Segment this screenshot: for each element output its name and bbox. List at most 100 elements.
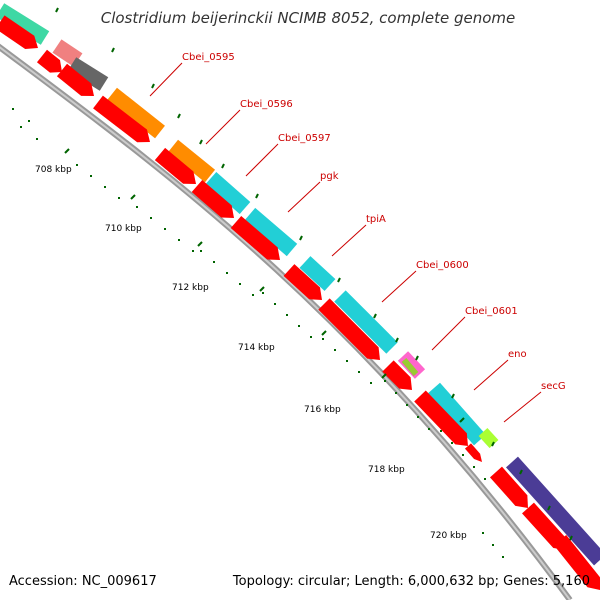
scale-dot <box>384 380 386 382</box>
gene-leader-line <box>245 143 279 177</box>
cds-arrow-13 <box>490 466 529 509</box>
outer-tick <box>373 313 377 319</box>
forward-gene-tpia <box>299 256 336 291</box>
outer-tick <box>395 337 399 343</box>
scale-dot <box>274 303 276 305</box>
scale-dot <box>164 228 166 230</box>
scale-dot <box>462 454 464 456</box>
outer-tick <box>111 47 115 53</box>
scale-dot <box>484 478 486 480</box>
gene-label: pgk <box>320 171 339 182</box>
gene-leader-line <box>503 391 542 423</box>
cds-arrow-8 <box>283 264 322 300</box>
accession-text: Accession: NC_009617 <box>9 574 157 589</box>
kbp-major-tick <box>459 417 465 423</box>
kbp-label: 712 kbp <box>172 283 209 293</box>
forward-gene-cbei-0600 <box>334 290 398 354</box>
outer-tick <box>299 235 303 241</box>
scale-dot <box>492 544 494 546</box>
genome-backbone-highlight <box>0 46 571 600</box>
scale-dot <box>286 314 288 316</box>
scale-dot <box>239 283 241 285</box>
gene-label: Cbei_0597 <box>278 133 331 144</box>
cds-arrow-9 <box>318 298 381 361</box>
gene-label: Cbei_0600 <box>416 260 469 271</box>
outer-tick <box>337 277 341 283</box>
outer-tick <box>255 193 259 199</box>
genome-backbone <box>0 43 573 600</box>
outer-tick <box>547 505 551 511</box>
cds-arrow-4 <box>93 95 151 143</box>
scale-dot <box>346 360 348 362</box>
scale-dot <box>440 430 442 432</box>
kbp-label: 714 kbp <box>238 343 275 353</box>
outer-tick <box>55 7 59 13</box>
scale-dot <box>451 442 453 444</box>
cds-arrow-2 <box>37 49 63 73</box>
kbp-major-tick <box>64 148 70 154</box>
scale-dot <box>20 126 22 128</box>
scale-dot <box>334 349 336 351</box>
scale-dot <box>104 186 106 188</box>
scale-dot <box>150 217 152 219</box>
gene-leader-line <box>331 224 367 257</box>
genome-summary-text: Topology: circular; Length: 6,000,632 bp… <box>232 574 590 589</box>
scale-dot <box>192 250 194 252</box>
scale-dot <box>136 206 138 208</box>
feature-layer <box>0 3 600 590</box>
scale-dot <box>36 138 38 140</box>
scale-dot <box>428 428 430 430</box>
kbp-label: 710 kbp <box>105 224 142 234</box>
cds-arrow-1 <box>0 15 39 49</box>
cds-arrow-7 <box>230 215 281 261</box>
outer-tick <box>177 113 181 119</box>
gene-label: tpiA <box>366 214 386 225</box>
cds-arrow-6 <box>191 179 235 219</box>
scale-dot <box>118 197 120 199</box>
kbp-major-tick <box>130 194 136 200</box>
outer-tick <box>491 441 495 447</box>
forward-gene-pgk <box>244 207 298 257</box>
outer-tick <box>151 83 155 89</box>
scale-dot <box>298 325 300 327</box>
scale-dot <box>200 250 202 252</box>
gene-label: secG <box>541 381 566 392</box>
cds-arrow-12 <box>464 443 483 463</box>
scale-dot <box>28 120 30 122</box>
scale-dot <box>370 382 372 384</box>
scale-dot <box>12 108 14 110</box>
scale-dot <box>502 556 504 558</box>
gene-label: Cbei_0596 <box>240 99 293 110</box>
outer-tick <box>569 535 573 541</box>
scale-dot <box>406 404 408 406</box>
cds-arrow-3 <box>56 63 95 97</box>
kbp-label: 720 kbp <box>430 531 467 541</box>
map-title: Clostridium beijerinckii NCIMB 8052, com… <box>101 9 516 27</box>
scale-dot <box>262 292 264 294</box>
kbp-major-tick <box>259 286 265 292</box>
forward-gene-cbei-0601-b <box>401 358 419 376</box>
gene-leader-line <box>473 359 509 391</box>
gene-leader-line <box>381 270 417 303</box>
outer-tick <box>221 163 225 169</box>
scale-dot <box>90 175 92 177</box>
outer-tick <box>451 393 455 399</box>
scale-dot <box>358 371 360 373</box>
gene-leader-line <box>431 316 466 351</box>
outer-tick <box>519 469 523 475</box>
scale-dot <box>178 239 180 241</box>
kbp-label: 708 kbp <box>35 165 72 175</box>
scale-dot <box>252 294 254 296</box>
scale-dot <box>76 164 78 166</box>
kbp-label: 718 kbp <box>368 465 405 475</box>
gene-label: Cbei_0601 <box>465 306 518 317</box>
tick-layer <box>12 7 573 558</box>
scale-dot <box>482 532 484 534</box>
cds-arrow-11 <box>414 390 469 447</box>
outer-tick <box>199 139 203 145</box>
outer-tick <box>415 355 419 361</box>
gene-leader-line <box>149 62 183 97</box>
cds-arrow-10 <box>382 360 412 390</box>
